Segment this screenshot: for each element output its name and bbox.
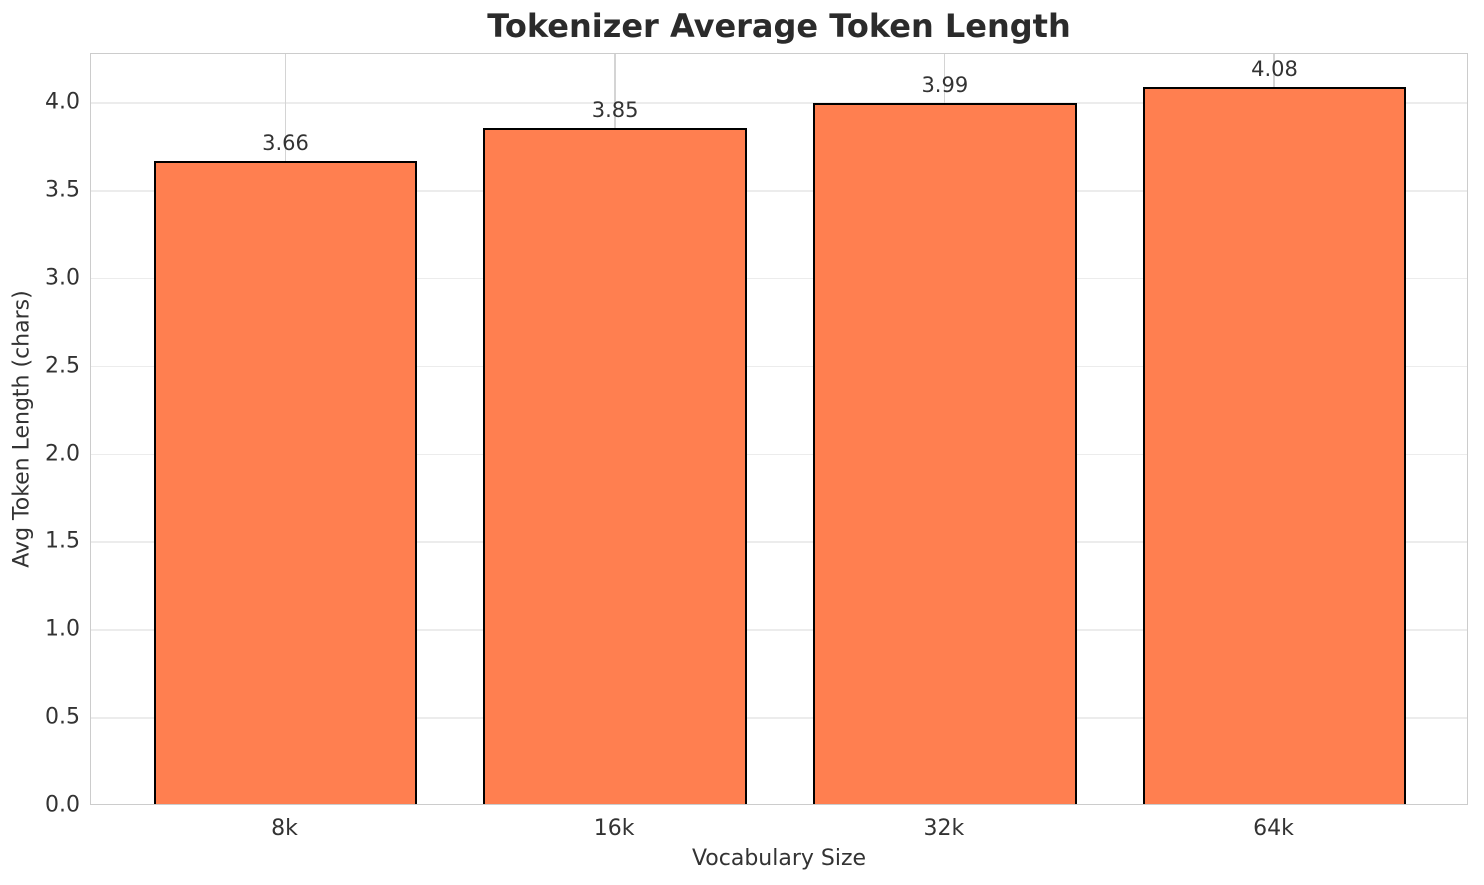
h-gridline [91, 102, 1467, 104]
bar-value-label: 3.66 [262, 130, 309, 155]
h-gridline [91, 190, 1467, 192]
y-tick-label: 1.0 [45, 616, 80, 642]
y-tick-label: 0.0 [45, 792, 80, 818]
x-axis-label: Vocabulary Size [691, 846, 867, 871]
x-tick-label: 16k [593, 816, 635, 841]
y-tick-label: 3.0 [45, 265, 80, 291]
h-gridline [91, 277, 1467, 280]
h-gridline [91, 541, 1467, 543]
bar-16k [483, 127, 748, 804]
bar-value-label: 3.99 [921, 72, 969, 97]
bar-value-label: 3.85 [591, 97, 639, 122]
bar-32k [812, 102, 1077, 804]
h-gridline [91, 629, 1467, 631]
bar-64k [1142, 87, 1407, 804]
h-gridline [91, 365, 1467, 368]
bar-value-label: 4.08 [1251, 57, 1298, 82]
plot-area: 3.66 3.85 3.99 4.08 [90, 53, 1468, 805]
y-tick-label: 4.0 [45, 89, 80, 115]
chart-title: Tokenizer Average Token Length [487, 7, 1071, 45]
x-tick-label: 32k [923, 816, 965, 841]
h-gridline [91, 717, 1467, 719]
y-tick-label: 3.5 [45, 177, 80, 203]
y-tick-label: 0.5 [45, 704, 80, 730]
h-gridline [91, 453, 1467, 456]
y-axis-label: Avg Token Length (chars) [9, 290, 35, 568]
x-tick-label: 8k [271, 816, 298, 841]
x-tick-label: 64k [1253, 816, 1294, 841]
bar-8k [153, 160, 418, 804]
